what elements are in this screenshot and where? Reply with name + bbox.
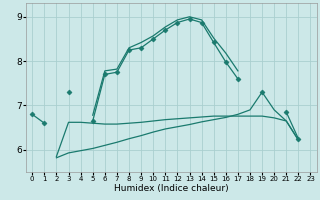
X-axis label: Humidex (Indice chaleur): Humidex (Indice chaleur) [114, 184, 229, 193]
